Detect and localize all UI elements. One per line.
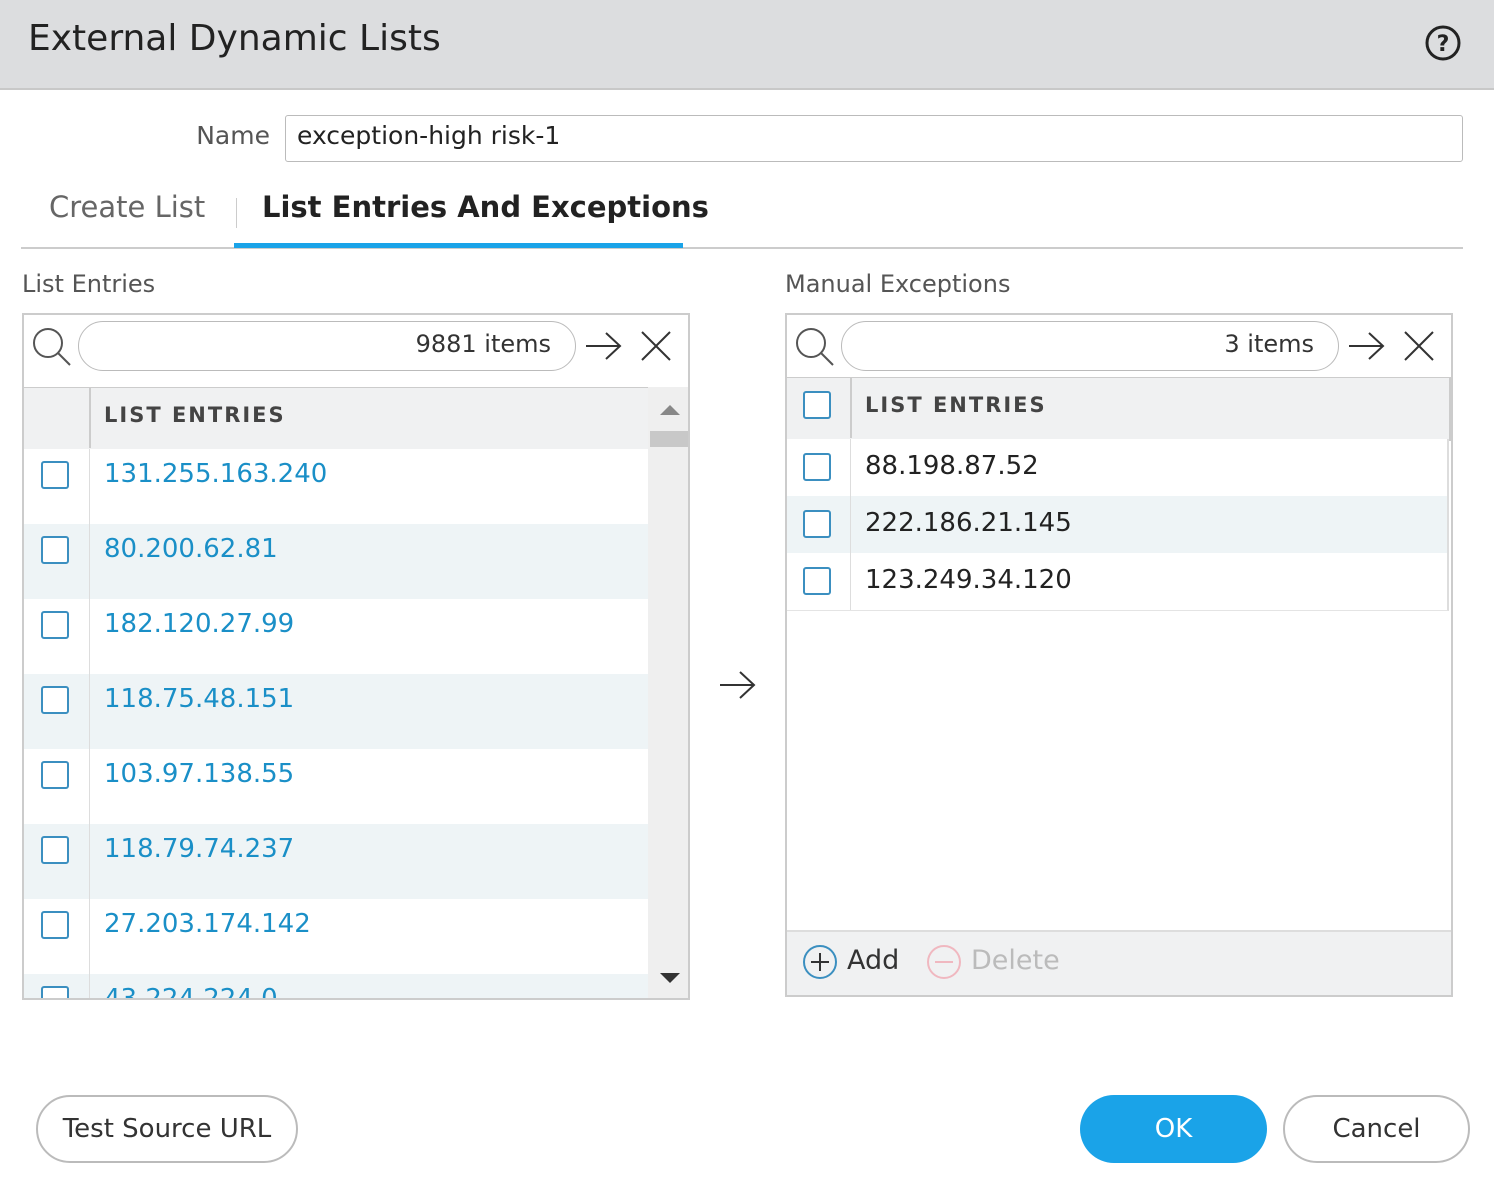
row-divider [850,496,851,553]
search-clear[interactable] [1402,329,1436,367]
list-panel: 9881 items LIST ENTRIES 131.255.163.240 80.… [22,313,690,1000]
table-row [787,496,1449,554]
table-row [24,899,648,975]
checkbox[interactable] [803,391,831,419]
row-divider [89,824,90,899]
row-divider [89,974,90,998]
checkbox[interactable] [41,611,69,639]
magnifier [33,328,71,366]
search-go[interactable] [1347,329,1387,367]
entry-link[interactable]: 43.224.224.0 [104,984,278,1000]
search-box[interactable]: 9881 items [78,321,576,371]
tab-underline [234,243,683,248]
title: External Dynamic Lists [28,18,441,59]
checkbox[interactable] [803,453,831,481]
table-row [24,824,648,900]
checkbox[interactable] [41,686,69,714]
entry-link[interactable]: 27.203.174.142 [104,909,311,939]
table-row [24,974,648,998]
row-divider [850,439,851,496]
col-divider [89,388,91,448]
row-divider [89,674,90,749]
tab-rule [21,247,1463,249]
tab-separator [236,198,237,228]
help-icon[interactable]: ? [1424,24,1462,62]
entry-text: 88.198.87.52 [865,451,1039,481]
table-row [24,749,648,825]
row-divider [89,899,90,974]
search-box[interactable]: 3 items [841,321,1339,371]
entry-link[interactable]: 182.120.27.99 [104,609,295,639]
table-row [24,449,648,525]
row-divider [850,553,851,610]
column-header: LIST ENTRIES [104,403,286,427]
svg-text:?: ? [1437,32,1450,57]
col-divider [850,378,852,438]
delete-icon [925,943,963,985]
add-button[interactable]: Add [847,945,900,976]
entry-text: 222.186.21.145 [865,508,1072,538]
magnifier [796,328,834,366]
scroll-down[interactable] [660,973,680,983]
move-arrow[interactable] [718,668,758,702]
exceptions-panel: 3 items LIST ENTRIES 88.198.87.52 222.186.2… [785,313,1453,997]
checkbox[interactable] [41,986,69,998]
table-row [24,599,648,675]
header [0,0,1494,90]
search-clear[interactable] [639,329,673,367]
add-icon[interactable] [801,943,839,985]
checkbox[interactable] [803,567,831,595]
checkbox[interactable] [803,510,831,538]
search-go[interactable] [584,329,624,367]
name-input[interactable]: exception-high risk-1 [285,115,1463,162]
scroll-thumb[interactable] [650,431,688,447]
scroll-up[interactable] [660,405,680,415]
column-header: LIST ENTRIES [865,393,1047,417]
cancel-button[interactable]: Cancel [1283,1095,1470,1163]
search-icon[interactable] [793,325,837,373]
footer [787,930,1451,995]
table-row [24,524,648,600]
checkbox[interactable] [41,536,69,564]
checkbox[interactable] [41,461,69,489]
checkbox[interactable] [41,836,69,864]
tab[interactable]: Create List [49,190,206,224]
tab-active[interactable]: List Entries And Exceptions [262,190,709,224]
table-row [787,439,1449,497]
test-button[interactable]: Test Source URL [36,1095,298,1163]
entry-link[interactable]: 80.200.62.81 [104,534,278,564]
entry-link[interactable]: 118.75.48.151 [104,684,295,714]
entry-link[interactable]: 103.97.138.55 [104,759,295,789]
row-divider [89,749,90,824]
entry-link[interactable]: 118.79.74.237 [104,834,295,864]
ok-button[interactable]: OK [1080,1095,1267,1163]
table-row [787,553,1449,611]
name-label: Name [196,121,270,150]
row-divider [89,524,90,599]
checkbox[interactable] [41,761,69,789]
checkbox[interactable] [41,911,69,939]
row-divider [89,449,90,524]
section-title: Manual Exceptions [785,270,1011,298]
section-title: List Entries [22,270,156,298]
scrollbar [648,387,688,998]
entry-text: 123.249.34.120 [865,565,1072,595]
search-icon[interactable] [30,325,74,373]
row-divider [89,599,90,674]
delete-button: Delete [971,945,1060,976]
entry-link[interactable]: 131.255.163.240 [104,459,328,489]
